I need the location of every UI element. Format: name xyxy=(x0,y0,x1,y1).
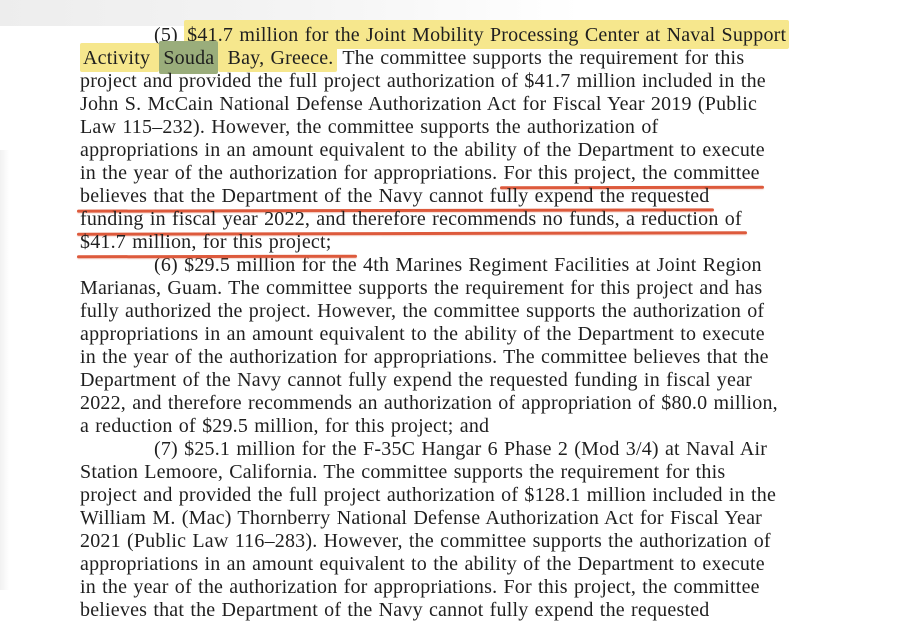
text-line: fully authorized the project. However, t… xyxy=(80,300,820,323)
text-run: The committee supports the requirement f… xyxy=(336,47,745,69)
scan-edge-shadow-left xyxy=(0,150,9,590)
text-line: (7) $25.1 million for the F-35C Hangar 6… xyxy=(80,438,820,461)
text-run: project and provided the full project au… xyxy=(80,484,777,506)
text-line: (6) $29.5 million for the 4th Marines Re… xyxy=(80,254,820,277)
text-line: believes that the Department of the Navy… xyxy=(80,599,820,622)
text-run: a reduction of $29.5 million, for this p… xyxy=(80,415,490,437)
red-underline-text: believes that the Department of the Navy… xyxy=(80,185,710,207)
text-line: in the year of the authorization for app… xyxy=(80,162,820,185)
text-run: appropriations in an amount equivalent t… xyxy=(80,553,765,575)
text-line: Activity Souda Bay, Greece. The committe… xyxy=(80,41,820,74)
text-line: Marianas, Guam. The committee supports t… xyxy=(80,277,820,300)
text-line: appropriations in an amount equivalent t… xyxy=(80,323,820,346)
highlight-yellow: Bay, Greece. xyxy=(218,43,337,72)
text-line: Station Lemoore, California. The committ… xyxy=(80,461,820,484)
text-line: $41.7 million, for this project; xyxy=(80,231,820,254)
red-underline-text: $41.7 million, for this project; xyxy=(80,231,332,253)
document-page: (5) $41.7 million for the Joint Mobility… xyxy=(80,20,820,622)
text-run: in the year of the authorization for app… xyxy=(80,576,760,598)
text-line: 2022, and therefore recommends an author… xyxy=(80,392,820,415)
red-underline-text: For this project, the committee xyxy=(503,162,760,184)
text-line: Law 115–232). However, the committee sup… xyxy=(80,116,820,139)
text-run: Station Lemoore, California. The committ… xyxy=(80,461,726,483)
text-run: appropriations in an amount equivalent t… xyxy=(80,323,765,345)
text-run: 2022, and therefore recommends an author… xyxy=(80,392,778,414)
text-line: 2021 (Public Law 116–283). However, the … xyxy=(80,530,820,553)
text-line: William M. (Mac) Thornberry National Def… xyxy=(80,507,820,530)
text-run: Department of the Navy cannot fully expe… xyxy=(80,369,753,391)
text-run: (6) $29.5 million for the 4th Marines Re… xyxy=(154,254,762,276)
highlight-yellow: Activity xyxy=(80,43,160,72)
text-run: project and provided the full project au… xyxy=(80,70,766,92)
text-line: Department of the Navy cannot fully expe… xyxy=(80,369,820,392)
text-run: believes that the Department of the Navy… xyxy=(80,599,710,621)
text-line: in the year of the authorization for app… xyxy=(80,346,820,369)
text-line: project and provided the full project au… xyxy=(80,70,820,93)
text-line: believes that the Department of the Navy… xyxy=(80,185,820,208)
text-run: John S. McCain National Defense Authoriz… xyxy=(80,93,758,115)
text-run: Law 115–232). However, the committee sup… xyxy=(80,116,659,138)
text-run: appropriations in an amount equivalent t… xyxy=(80,139,765,161)
text-line: in the year of the authorization for app… xyxy=(80,576,820,599)
text-run: 2021 (Public Law 116–283). However, the … xyxy=(80,530,771,552)
text-run: in the year of the authorization for app… xyxy=(80,162,504,184)
text-run: fully authorized the project. However, t… xyxy=(80,300,765,322)
text-line: appropriations in an amount equivalent t… xyxy=(80,553,820,576)
text-run: (7) $25.1 million for the F-35C Hangar 6… xyxy=(154,438,768,460)
text-run: William M. (Mac) Thornberry National Def… xyxy=(80,507,763,529)
text-line: project and provided the full project au… xyxy=(80,484,820,507)
text-line: John S. McCain National Defense Authoriz… xyxy=(80,93,820,116)
text-line: funding in fiscal year 2022, and therefo… xyxy=(80,208,820,231)
text-line: appropriations in an amount equivalent t… xyxy=(80,139,820,162)
text-line: a reduction of $29.5 million, for this p… xyxy=(80,415,820,438)
text-run: Marianas, Guam. The committee supports t… xyxy=(80,277,763,299)
text-run: in the year of the authorization for app… xyxy=(80,346,769,368)
red-underline-text: funding in fiscal year 2022, and therefo… xyxy=(80,208,742,230)
search-match-highlight: Souda xyxy=(159,41,219,74)
text-run: (5) xyxy=(154,24,185,46)
